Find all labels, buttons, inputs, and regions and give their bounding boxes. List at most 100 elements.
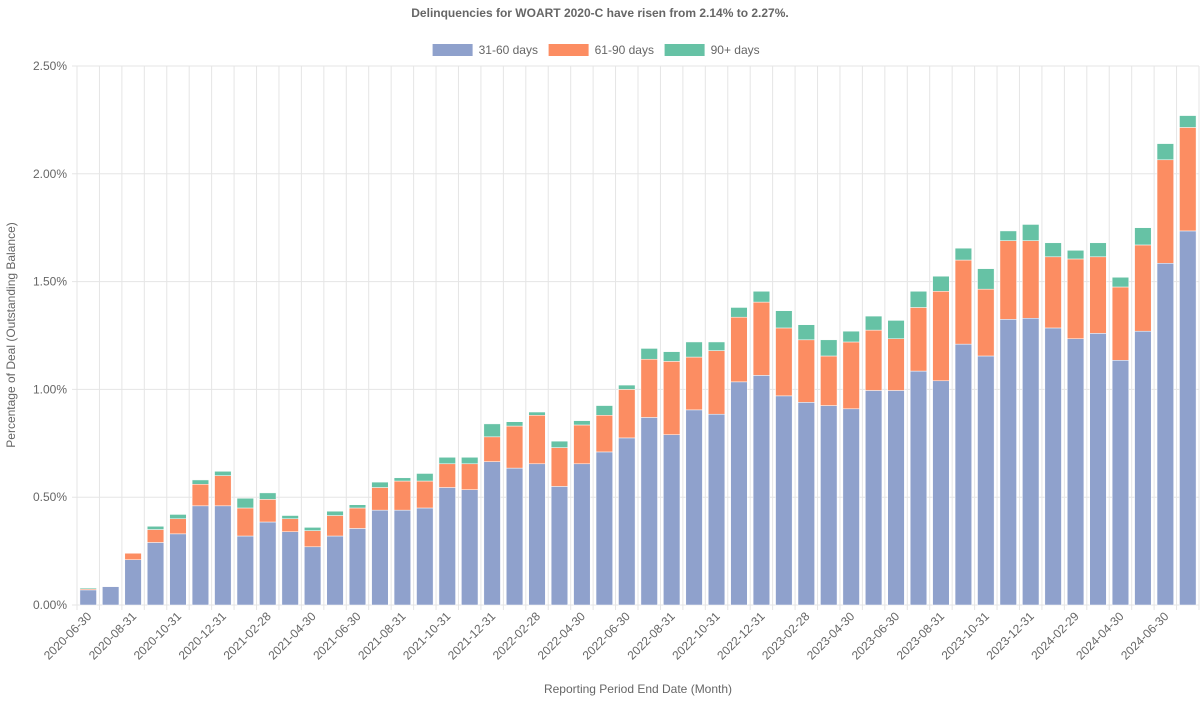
bar-segment [348,528,367,606]
bar-segment [1044,242,1062,258]
bar-segment [685,341,703,358]
bar-segment [214,471,232,476]
bar-segment [618,384,636,390]
bar-segment [887,390,905,606]
bar-segment [1067,258,1085,339]
y-tick-label: 2.50% [33,59,67,73]
bar-segment [999,319,1017,606]
bar-segment [259,499,277,523]
bar-segment [191,505,209,606]
bar-segment [259,492,277,500]
bar-segment [573,424,591,465]
bar-segment [1179,127,1197,232]
bar-segment [191,479,209,485]
bar-segment [259,521,277,606]
bar-segment [752,291,770,303]
bar-segment [595,405,613,416]
bar-segment [954,247,972,261]
bar-segment [1134,227,1152,246]
bar-segment [438,487,456,606]
bar-segment [1111,360,1130,606]
bar-segment [1179,115,1197,128]
bar-segment [1022,240,1040,319]
bar-segment [169,514,187,520]
bar-segment [146,542,165,606]
bar-segment [977,288,995,357]
x-tick-label: 2024-06-30 [1118,609,1172,663]
bar-segment [909,370,928,606]
y-tick-label: 1.50% [33,275,67,289]
bar-segment [595,451,613,606]
y-tick-label: 2.00% [33,167,67,181]
bar-segment [1156,159,1174,264]
bar-segment [842,330,860,343]
bar-segment [191,484,209,507]
bar-segment [1111,286,1130,361]
bar-segment [281,531,299,606]
bar-segment [304,527,322,531]
bar-segment [483,461,501,606]
legend-swatch [432,44,473,56]
bar-segment [146,526,165,530]
bar-segment [371,487,389,511]
bar-segment [371,481,389,488]
bar-segment [977,355,995,606]
bar-segment [281,518,299,532]
bar-segment [1067,338,1085,606]
bar-segment [79,589,97,606]
bar-segment [1134,330,1152,606]
bar-segment [1022,318,1040,606]
bar-segment [528,415,546,465]
bar-segment [730,307,748,318]
bar-segment [842,341,860,410]
bar-segment [1022,224,1040,241]
bar-segment [1089,242,1107,258]
bar-segment [393,477,411,482]
bar-segment [438,457,456,465]
bar-segment [640,358,658,418]
bar-segment [416,473,434,482]
legend-swatch [548,44,589,56]
bar-segment [707,341,726,351]
bar-segment [752,375,770,606]
bar-segment [169,533,187,606]
chart-title: Delinquencies for WOART 2020-C have rise… [411,6,788,20]
bar-segment [1156,143,1174,161]
bar-segment [685,356,703,411]
bar-segment [326,515,344,537]
legend-label: 61-90 days [595,43,654,57]
bar-segment [909,307,928,372]
bar-segment [640,417,658,606]
bar-segment [820,405,838,606]
x-axis-title: Reporting Period End Date (Month) [544,682,732,696]
bar-segment [236,498,254,509]
bar-segment [146,529,165,543]
bar-segment [640,348,658,360]
bar-segment [887,338,905,391]
bar-segment [820,355,838,406]
bar-segment [124,559,142,606]
bar-segment [730,381,748,606]
bar-segment [214,475,232,507]
y-axis-title: Percentage of Deal (Outstanding Balance) [4,222,18,447]
bar-segment [1044,256,1062,329]
bar-segment [909,291,928,308]
bar-segment [618,437,636,606]
bar-segment [932,380,950,606]
bar-segment [775,327,793,397]
bar-segment [461,463,479,490]
bar-segment [1067,250,1085,260]
bar-segment [1044,327,1062,606]
bar-segment [797,324,815,341]
bar-segment [461,489,479,606]
bar-segment [550,440,569,448]
bar-segment [281,515,299,520]
bar-segment [707,413,726,606]
bar-segment [483,423,501,438]
bar-segment [506,425,524,469]
bar-segment [550,447,569,487]
bar-segment [887,320,905,339]
bar-segment [214,505,232,606]
bar-segment [954,259,972,345]
